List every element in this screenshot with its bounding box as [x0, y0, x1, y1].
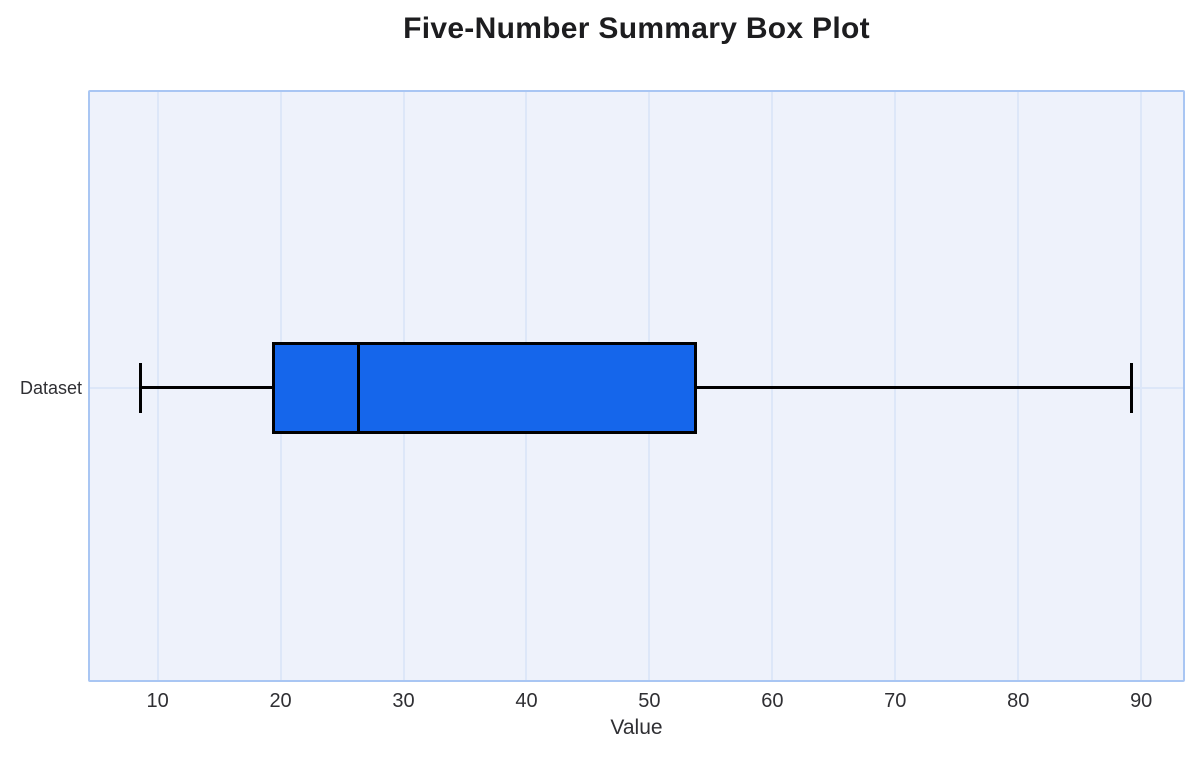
- x-tick-label-50: 50: [638, 690, 661, 712]
- x-tick-label-80: 80: [1007, 690, 1030, 712]
- median-line: [356, 341, 360, 434]
- x-tick-label-40: 40: [515, 690, 538, 712]
- whisker-cap-max: [1129, 362, 1133, 413]
- x-tick-label-30: 30: [392, 690, 415, 712]
- iqr-box: [271, 341, 698, 434]
- x-axis-label: Value: [610, 716, 663, 739]
- x-tick-label-60: 60: [761, 690, 784, 712]
- gridline-x-70: [894, 92, 897, 680]
- x-tick-label-10: 10: [146, 690, 169, 712]
- gridline-x-10: [156, 92, 159, 680]
- gridline-x-80: [1017, 92, 1020, 680]
- x-tick-label-70: 70: [884, 690, 907, 712]
- chart-title: Five-Number Summary Box Plot: [403, 12, 870, 45]
- gridline-x-90: [1140, 92, 1143, 680]
- y-tick-label-dataset: Dataset: [19, 378, 82, 398]
- gridline-x-60: [771, 92, 774, 680]
- x-tick-label-20: 20: [269, 690, 292, 712]
- x-tick-label-90: 90: [1130, 690, 1153, 712]
- plot-area: [88, 90, 1185, 682]
- whisker-cap-min: [138, 362, 142, 413]
